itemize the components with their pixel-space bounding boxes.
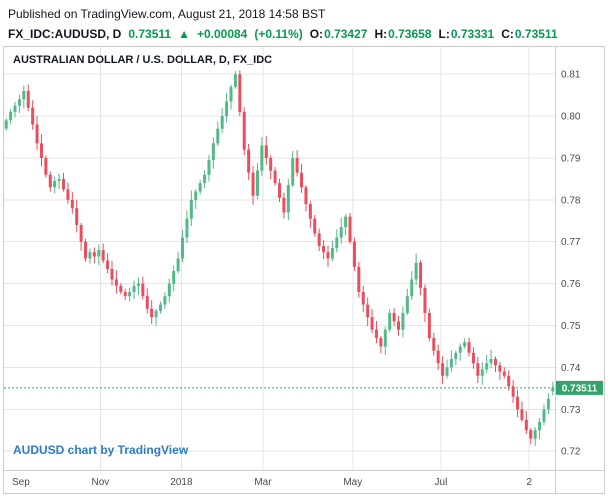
change-percent: (+0.11%) [254, 27, 303, 41]
svg-text:0.73: 0.73 [561, 405, 581, 416]
candlestick-chart-canvas[interactable]: 0.81 0.80 0.79 0.78 0.77 0.76 0.75 0.74 0.73 0.72… [4, 47, 604, 493]
svg-text:0.72: 0.72 [561, 447, 581, 458]
tradingview-watermark[interactable]: AUDUSD chart by TradingView [13, 443, 189, 457]
last-price: 0.73511 [128, 27, 172, 41]
svg-text:2018: 2018 [170, 477, 193, 488]
low-number: 0.73331 [450, 27, 495, 41]
svg-text:Nov: Nov [92, 477, 110, 488]
svg-text:0.80: 0.80 [561, 112, 581, 123]
high-number: 0.73658 [388, 27, 432, 41]
svg-text:2: 2 [526, 477, 532, 488]
svg-text:0.75: 0.75 [561, 321, 581, 332]
published-line: Published on TradingView.com, August 21,… [8, 7, 326, 21]
svg-text:0.78: 0.78 [561, 195, 581, 206]
close-value: C: 0.73511 [501, 24, 557, 44]
chart-area[interactable]: AUSTRALIAN DOLLAR / U.S. DOLLAR, D, FX_I… [3, 46, 605, 494]
low-label: L: [438, 27, 450, 41]
svg-text:0.73511: 0.73511 [562, 383, 598, 394]
svg-text:Mar: Mar [254, 477, 272, 488]
svg-text:0.81: 0.81 [561, 70, 581, 81]
chart-legend: AUSTRALIAN DOLLAR / U.S. DOLLAR, D, FX_I… [13, 54, 273, 66]
low-value: L: 0.73331 [439, 24, 495, 44]
open-value: O: 0.73427 [310, 24, 368, 44]
svg-text:0.76: 0.76 [561, 279, 581, 290]
up-arrow-icon: ▲ [178, 27, 190, 41]
svg-text:0.74: 0.74 [561, 363, 581, 374]
open-label: O: [309, 27, 324, 41]
symbol-name: FX_IDC:AUDUSD, D [8, 27, 122, 41]
svg-text:Sep: Sep [12, 477, 30, 488]
svg-text:0.77: 0.77 [561, 237, 581, 248]
svg-text:Jul: Jul [435, 477, 448, 488]
high-value: H: 0.73658 [374, 24, 431, 44]
high-label: H: [374, 27, 388, 41]
close-label: C: [501, 27, 514, 41]
svg-text:May: May [343, 477, 362, 488]
change-absolute: +0.00084 [196, 27, 248, 41]
svg-text:0.79: 0.79 [561, 153, 581, 164]
open-number: 0.73427 [324, 27, 368, 41]
symbol-header: FX_IDC:AUDUSD, D 0.73511 ▲ +0.00084 (+0.… [0, 24, 608, 46]
close-number: 0.73511 [514, 27, 558, 41]
